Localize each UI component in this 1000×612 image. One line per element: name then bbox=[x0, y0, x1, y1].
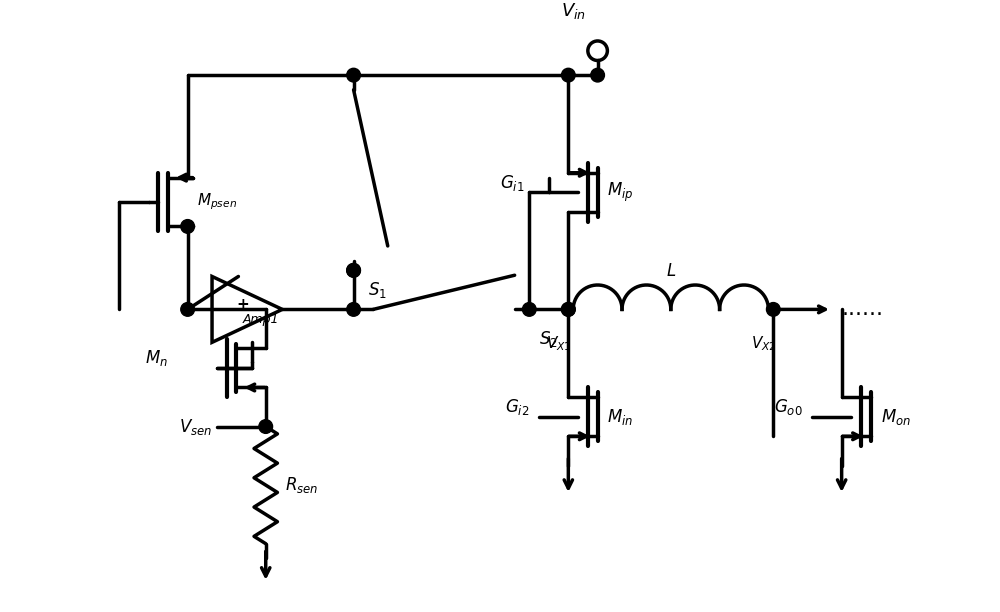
Circle shape bbox=[347, 264, 360, 277]
Text: $L$: $L$ bbox=[666, 262, 676, 280]
Text: Amp1: Amp1 bbox=[243, 313, 279, 326]
Circle shape bbox=[259, 420, 273, 433]
Text: $M_{on}$: $M_{on}$ bbox=[881, 407, 911, 427]
Circle shape bbox=[347, 302, 360, 316]
Text: $V_{X1}$: $V_{X1}$ bbox=[546, 334, 571, 353]
Circle shape bbox=[522, 302, 536, 316]
Text: $M_{ip}$: $M_{ip}$ bbox=[607, 181, 634, 204]
Text: $R_{sen}$: $R_{sen}$ bbox=[285, 475, 319, 495]
Text: ......: ...... bbox=[842, 299, 884, 319]
Circle shape bbox=[766, 302, 780, 316]
Circle shape bbox=[181, 302, 194, 316]
Text: +: + bbox=[236, 297, 249, 312]
Circle shape bbox=[181, 220, 194, 233]
Text: $V_{X2}$: $V_{X2}$ bbox=[751, 334, 776, 353]
Text: $M_{psen}$: $M_{psen}$ bbox=[197, 192, 237, 212]
Circle shape bbox=[347, 264, 360, 277]
Circle shape bbox=[561, 69, 575, 82]
Text: $G_{o0}$: $G_{o0}$ bbox=[774, 397, 803, 417]
Text: $V_{in}$: $V_{in}$ bbox=[561, 1, 586, 21]
Circle shape bbox=[347, 69, 360, 82]
Text: $G_{i2}$: $G_{i2}$ bbox=[505, 397, 529, 417]
Text: $S_1$: $S_1$ bbox=[368, 280, 387, 300]
Text: $S_2$: $S_2$ bbox=[539, 329, 558, 349]
Text: $G_{i1}$: $G_{i1}$ bbox=[500, 173, 524, 193]
Text: $M_{in}$: $M_{in}$ bbox=[607, 407, 634, 427]
Circle shape bbox=[561, 302, 575, 316]
Circle shape bbox=[591, 69, 604, 82]
Text: $V_{sen}$: $V_{sen}$ bbox=[179, 417, 212, 436]
Text: $M_n$: $M_n$ bbox=[145, 348, 168, 368]
Circle shape bbox=[561, 302, 575, 316]
